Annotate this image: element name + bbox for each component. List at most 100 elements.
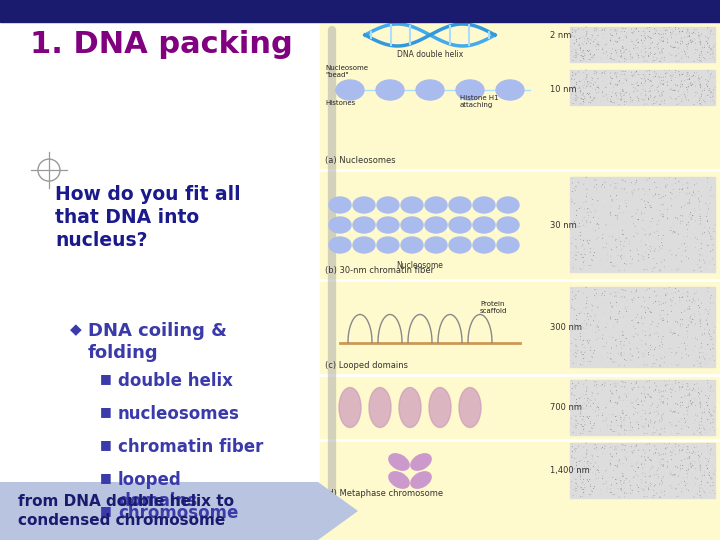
Point — [581, 218, 593, 226]
Point — [621, 33, 632, 42]
Point — [706, 335, 717, 343]
Point — [590, 207, 601, 216]
Point — [583, 261, 595, 270]
Point — [620, 334, 631, 343]
Text: 10 nm: 10 nm — [550, 85, 577, 94]
Point — [648, 32, 660, 40]
Point — [620, 197, 631, 205]
Point — [648, 352, 660, 360]
Point — [688, 77, 700, 86]
Point — [578, 97, 590, 106]
Point — [675, 322, 686, 330]
Point — [611, 49, 622, 57]
Point — [643, 245, 654, 254]
Point — [608, 83, 619, 92]
Point — [624, 46, 635, 55]
Point — [680, 83, 692, 92]
Point — [581, 383, 593, 391]
Point — [588, 380, 599, 389]
Point — [617, 467, 629, 476]
Point — [708, 30, 719, 38]
Point — [611, 27, 623, 36]
Point — [667, 86, 679, 94]
Point — [701, 209, 713, 218]
Point — [588, 421, 599, 430]
Point — [577, 52, 589, 61]
Point — [642, 390, 654, 399]
Point — [693, 53, 705, 62]
Point — [666, 33, 678, 42]
Point — [667, 33, 678, 42]
Point — [579, 421, 590, 429]
Point — [708, 299, 719, 307]
Point — [598, 417, 609, 426]
Point — [626, 316, 638, 325]
Point — [647, 362, 658, 371]
Point — [666, 492, 678, 501]
Point — [627, 72, 639, 81]
Point — [649, 228, 660, 237]
Point — [705, 186, 716, 194]
Point — [653, 94, 665, 103]
Point — [680, 52, 692, 60]
Point — [690, 488, 702, 496]
Point — [639, 36, 650, 45]
Point — [571, 210, 582, 218]
Point — [570, 248, 581, 256]
Point — [690, 97, 702, 105]
Point — [657, 359, 668, 367]
Point — [600, 243, 612, 252]
Point — [599, 26, 611, 35]
Point — [707, 486, 719, 495]
Point — [672, 388, 684, 397]
Point — [708, 328, 720, 337]
Point — [703, 405, 715, 414]
Point — [581, 82, 593, 90]
Point — [591, 289, 603, 298]
Point — [656, 258, 667, 267]
Point — [672, 31, 684, 39]
Point — [644, 48, 656, 57]
Point — [685, 397, 696, 406]
Point — [644, 86, 656, 95]
Point — [674, 72, 685, 81]
Point — [630, 442, 642, 450]
Point — [673, 429, 685, 437]
Point — [657, 428, 668, 436]
Point — [681, 29, 693, 38]
Point — [611, 400, 623, 409]
Point — [675, 80, 686, 89]
Point — [702, 174, 714, 183]
Point — [568, 396, 580, 405]
Point — [630, 86, 642, 94]
Point — [575, 335, 586, 344]
Point — [585, 218, 596, 226]
Point — [666, 76, 678, 85]
Point — [612, 179, 624, 188]
Point — [613, 334, 625, 342]
Point — [673, 178, 685, 186]
Point — [597, 409, 608, 417]
Point — [620, 234, 631, 242]
Point — [696, 480, 707, 489]
Point — [570, 419, 581, 428]
Point — [691, 89, 703, 97]
Point — [597, 472, 608, 481]
Point — [567, 32, 578, 40]
Point — [665, 31, 677, 39]
Point — [623, 389, 634, 398]
Point — [605, 36, 616, 44]
Point — [636, 348, 647, 357]
Point — [666, 51, 678, 60]
Point — [612, 349, 624, 357]
Point — [612, 317, 624, 326]
Point — [642, 454, 654, 462]
Point — [660, 191, 671, 200]
Point — [688, 492, 700, 501]
Point — [656, 76, 667, 85]
Point — [605, 355, 616, 363]
Point — [648, 254, 660, 263]
Point — [654, 310, 666, 319]
Point — [665, 490, 677, 499]
Point — [678, 69, 689, 77]
